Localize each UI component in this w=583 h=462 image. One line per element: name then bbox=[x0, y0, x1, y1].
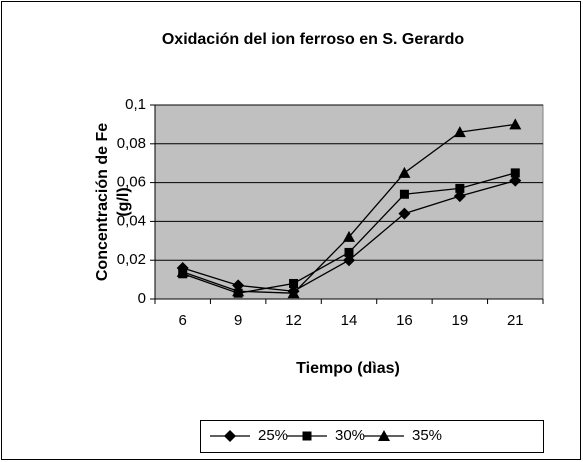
marker bbox=[398, 207, 411, 220]
y-tick-label: 0 bbox=[138, 290, 146, 307]
marker bbox=[343, 230, 355, 242]
marker bbox=[509, 118, 522, 130]
marker bbox=[344, 247, 354, 257]
marker bbox=[509, 174, 522, 187]
marker bbox=[455, 183, 465, 193]
x-tick-label: 16 bbox=[396, 312, 413, 329]
marker bbox=[289, 278, 299, 288]
x-tick-label: 6 bbox=[179, 312, 187, 329]
legend-label: 30% bbox=[335, 427, 365, 444]
marker bbox=[453, 190, 466, 203]
marker bbox=[453, 126, 466, 138]
y-axis-label: (g/l) bbox=[115, 187, 132, 216]
marker bbox=[378, 430, 390, 441]
y-tick-label: 0,1 bbox=[125, 96, 146, 113]
x-axis-label: Tiempo (dìas) bbox=[296, 360, 400, 377]
y-tick-label: 0,06 bbox=[117, 174, 146, 191]
marker bbox=[287, 287, 300, 299]
marker bbox=[176, 265, 189, 277]
y-tick-label: 0,08 bbox=[117, 135, 146, 152]
marker bbox=[399, 189, 409, 199]
x-tick-label: 19 bbox=[452, 312, 469, 329]
x-tick-label: 12 bbox=[285, 312, 302, 329]
marker bbox=[510, 168, 520, 178]
legend-label: 35% bbox=[412, 427, 442, 444]
x-tick-label: 21 bbox=[507, 312, 524, 329]
y-tick-label: 0,04 bbox=[117, 212, 146, 229]
marker bbox=[232, 285, 245, 297]
chart-title: Oxidación del ion ferroso en S. Gerardo bbox=[162, 31, 465, 48]
x-tick-label: 14 bbox=[341, 312, 358, 329]
x-tick-label: 9 bbox=[234, 312, 242, 329]
marker bbox=[224, 430, 236, 442]
y-axis-label: Concentración de Fe bbox=[94, 123, 111, 281]
marker bbox=[343, 254, 355, 267]
legend-label: 25% bbox=[258, 427, 288, 444]
marker bbox=[302, 431, 312, 441]
marker bbox=[398, 166, 411, 178]
y-tick-label: 0,02 bbox=[117, 251, 146, 268]
plot-area bbox=[154, 104, 544, 300]
